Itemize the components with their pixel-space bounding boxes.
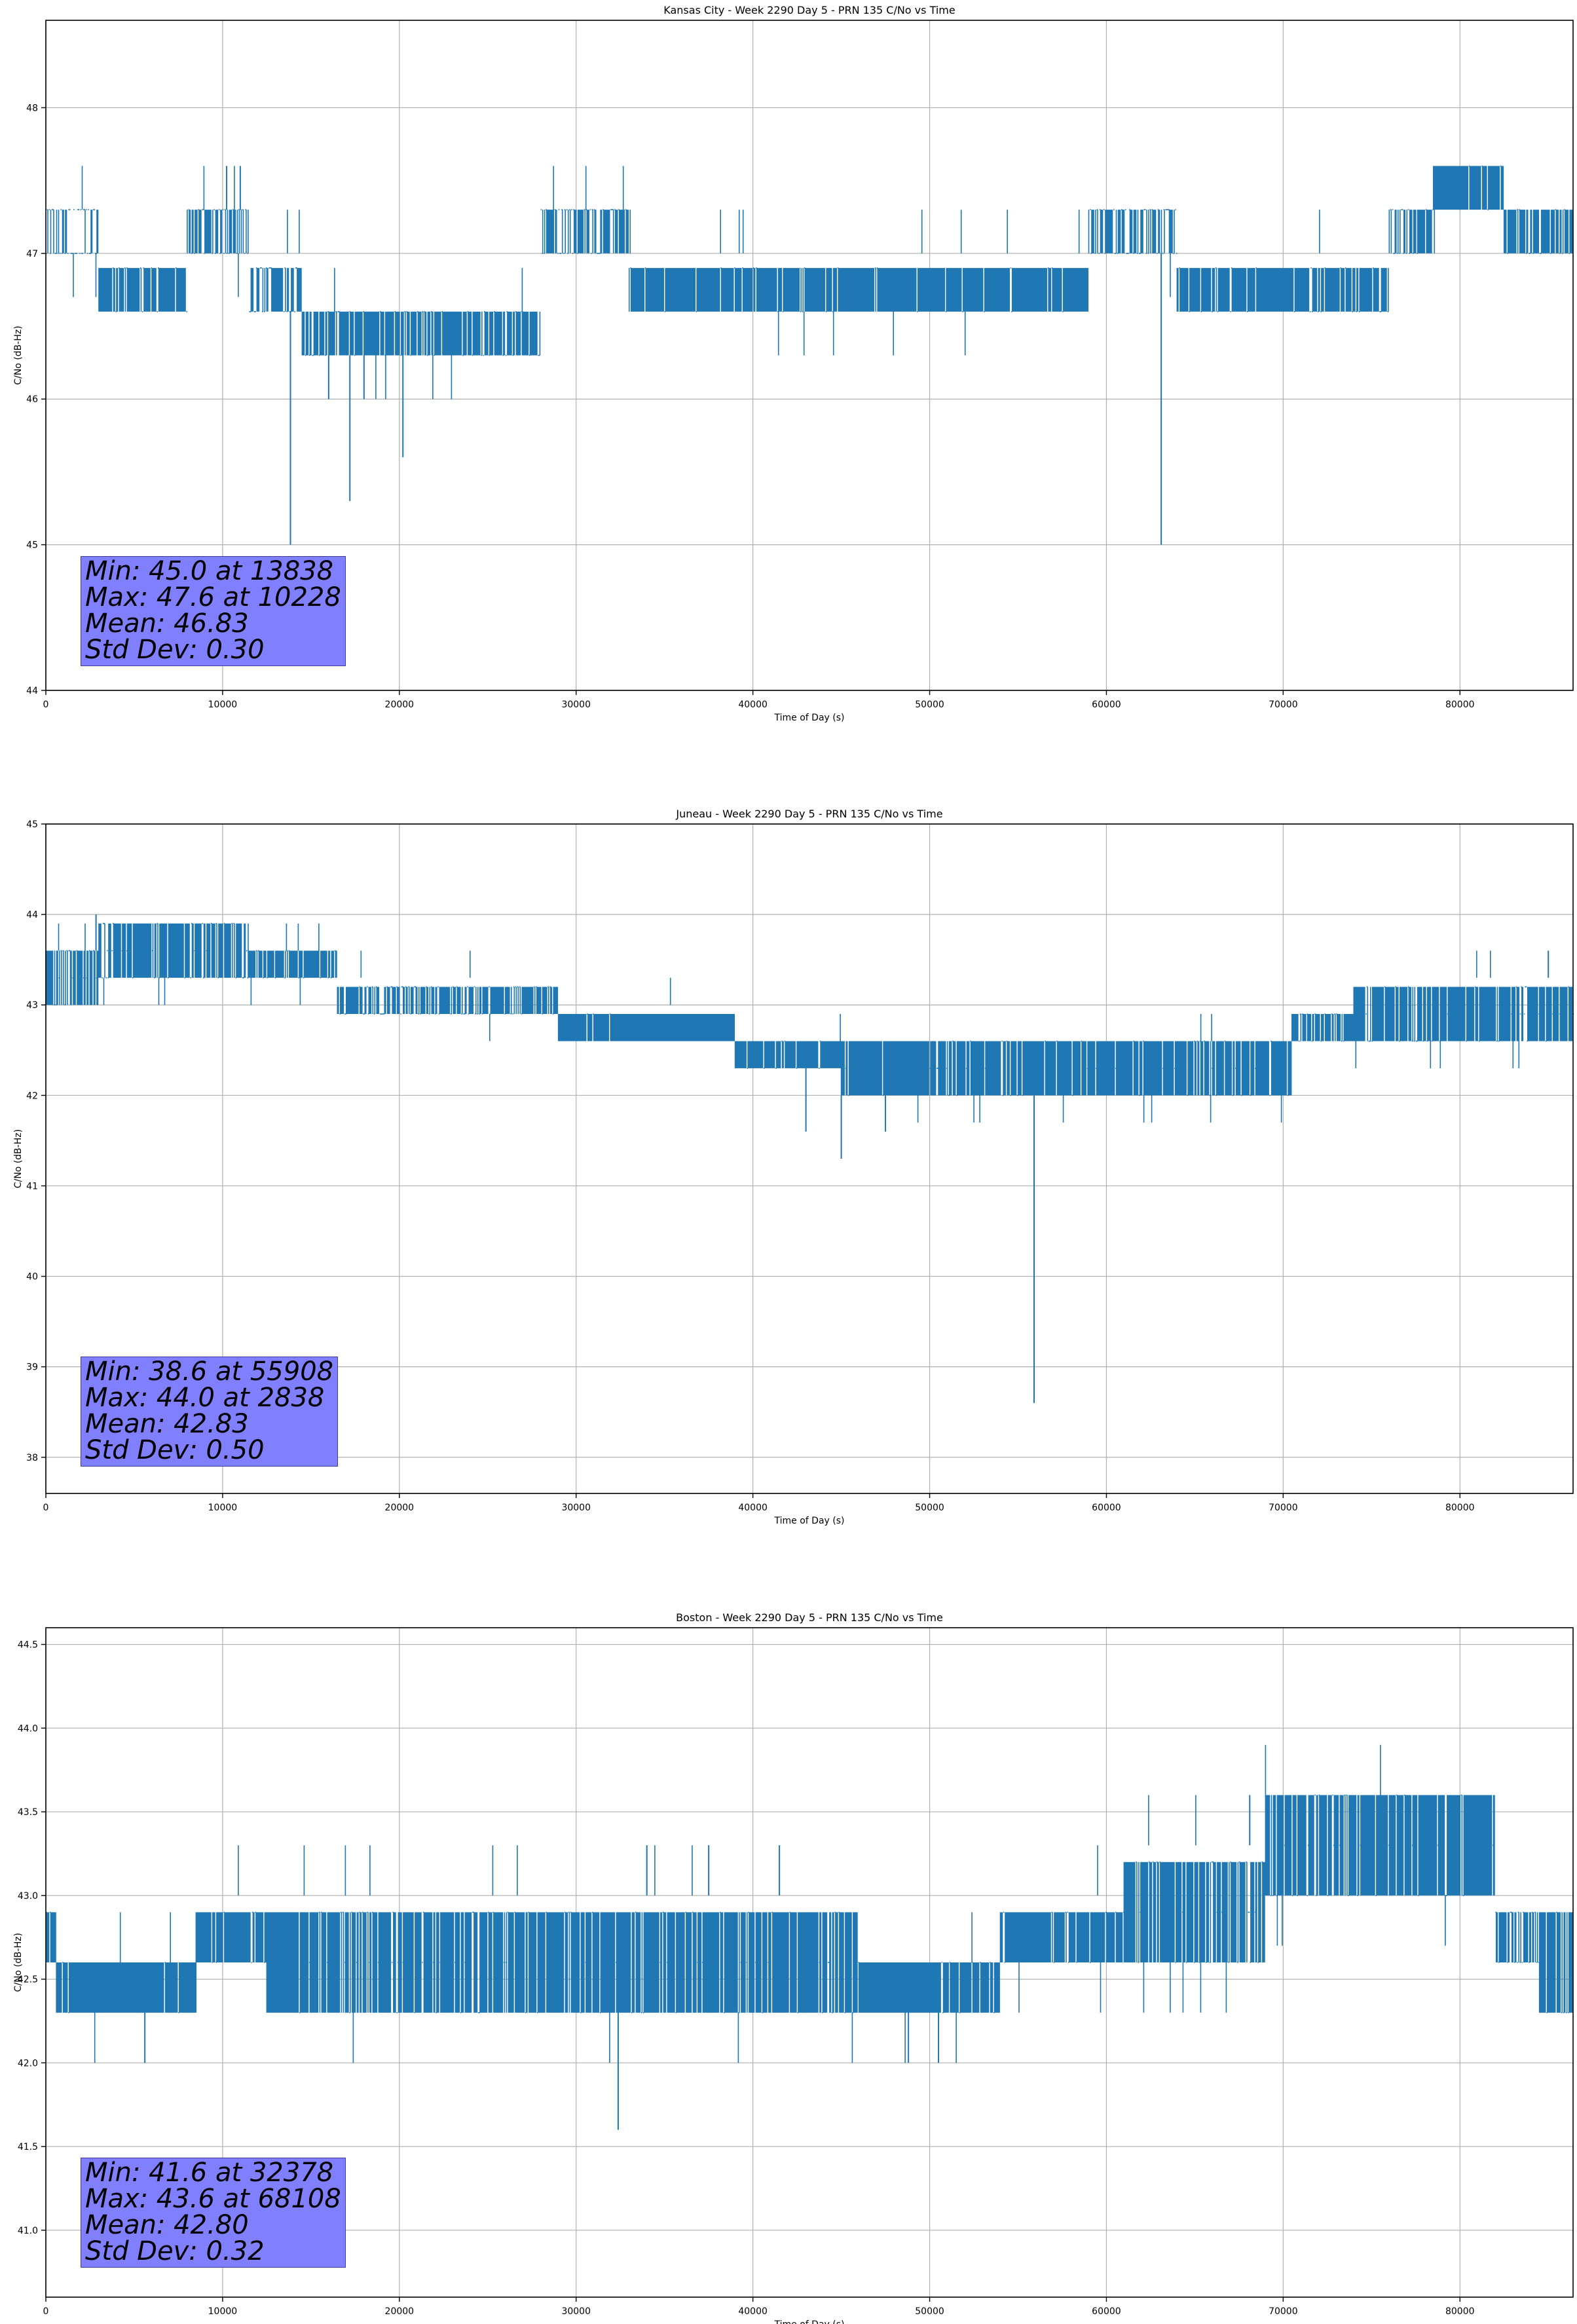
stats-min: Min: 41.6 at 32378 bbox=[85, 2158, 334, 2188]
y-tick-label: 47 bbox=[26, 249, 38, 259]
x-tick-label: 10000 bbox=[208, 1503, 238, 1513]
chart-title: Juneau - Week 2290 Day 5 - PRN 135 C/No … bbox=[675, 808, 942, 820]
x-tick-label: 80000 bbox=[1445, 1503, 1475, 1513]
y-tick-label: 42 bbox=[26, 1091, 38, 1101]
x-axis-label: Time of Day (s) bbox=[774, 713, 845, 723]
x-tick-label: 20000 bbox=[385, 700, 415, 710]
stats-std: Std Dev: 0.30 bbox=[85, 635, 265, 665]
axes-frame bbox=[45, 823, 1574, 1494]
x-tick-label: 20000 bbox=[385, 1503, 415, 1513]
y-tick-label: 39 bbox=[26, 1362, 38, 1373]
axes-frame bbox=[45, 1627, 1574, 2298]
x-tick-label: 10000 bbox=[208, 2306, 238, 2317]
x-tick-label: 0 bbox=[43, 2306, 49, 2317]
y-tick-label: 41 bbox=[26, 1181, 38, 1191]
y-tick-label: 44 bbox=[26, 686, 38, 696]
axes-frame bbox=[45, 20, 1574, 691]
x-tick-label: 60000 bbox=[1092, 2306, 1121, 2317]
x-tick-label: 0 bbox=[43, 700, 49, 710]
x-tick-label: 50000 bbox=[915, 1503, 944, 1513]
x-tick-label: 20000 bbox=[385, 2306, 415, 2317]
y-tick-label: 40 bbox=[26, 1272, 38, 1283]
y-tick-label: 41.5 bbox=[18, 2142, 38, 2152]
series-line bbox=[46, 165, 1574, 400]
y-tick-label: 38 bbox=[26, 1453, 38, 1463]
x-tick-label: 30000 bbox=[561, 700, 591, 710]
x-tick-label: 40000 bbox=[738, 1503, 768, 1513]
y-tick-label: 44.0 bbox=[18, 1723, 38, 1734]
stats-std: Std Dev: 0.50 bbox=[85, 1435, 265, 1465]
y-axis-label: C/No (dB-Hz) bbox=[13, 1129, 24, 1188]
series-line bbox=[46, 1744, 1574, 2063]
stats-min: Min: 45.0 at 13838 bbox=[85, 556, 334, 586]
y-tick-label: 43.5 bbox=[18, 1807, 38, 1818]
x-tick-label: 70000 bbox=[1269, 700, 1298, 710]
x-tick-label: 0 bbox=[43, 1503, 49, 1513]
x-tick-label: 70000 bbox=[1269, 2306, 1298, 2317]
y-tick-label: 42.5 bbox=[18, 1975, 38, 1985]
x-tick-label: 40000 bbox=[738, 700, 768, 710]
stats-max: Max: 43.6 at 68108 bbox=[85, 2184, 341, 2214]
x-tick-label: 80000 bbox=[1445, 2306, 1475, 2317]
x-tick-label: 40000 bbox=[738, 2306, 768, 2317]
chart-juneau: 0 10000 20000 30000 40000 50000 60000 70000 8000… bbox=[13, 808, 1574, 1526]
stats-box-boston: Min: 41.6 at 32378 Max: 43.6 at 68108 Me… bbox=[81, 2158, 346, 2268]
x-tick-label: 50000 bbox=[915, 700, 944, 710]
x-tick-label: 10000 bbox=[208, 700, 238, 710]
y-tick-label: 44 bbox=[26, 910, 38, 920]
y-tick-label: 46 bbox=[26, 394, 38, 405]
x-tick-label: 80000 bbox=[1445, 700, 1475, 710]
y-tick-label: 48 bbox=[26, 103, 38, 113]
y-tick-label: 43.0 bbox=[18, 1891, 38, 1902]
chart-title: Boston - Week 2290 Day 5 - PRN 135 C/No … bbox=[676, 1611, 943, 1624]
chart-title: Kansas City - Week 2290 Day 5 - PRN 135 … bbox=[663, 4, 955, 16]
chart-boston: 0 10000 20000 30000 40000 50000 60000 70000 8000… bbox=[13, 1611, 1574, 2324]
x-tick-label: 60000 bbox=[1092, 700, 1121, 710]
x-tick-label: 60000 bbox=[1092, 1503, 1121, 1513]
stats-mean: Mean: 42.80 bbox=[85, 2210, 249, 2240]
y-tick-label: 41.0 bbox=[18, 2226, 38, 2236]
y-tick-label: 42.0 bbox=[18, 2058, 38, 2069]
stats-max: Max: 44.0 at 2838 bbox=[85, 1383, 325, 1413]
stats-max: Max: 47.6 at 10228 bbox=[85, 582, 341, 612]
x-tick-label: 50000 bbox=[915, 2306, 944, 2317]
chart-kansas-city: 0 10000 20000 30000 40000 50000 60000 70000 8000… bbox=[13, 4, 1574, 723]
stats-mean: Mean: 42.83 bbox=[85, 1409, 249, 1439]
y-tick-label: 45 bbox=[26, 540, 38, 551]
y-axis-label: C/No (dB-Hz) bbox=[13, 326, 24, 384]
stats-box-juneau: Min: 38.6 at 55908 Max: 44.0 at 2838 Mea… bbox=[81, 1357, 339, 1467]
x-axis-label: Time of Day (s) bbox=[774, 2319, 845, 2324]
stats-std: Std Dev: 0.32 bbox=[85, 2236, 265, 2266]
x-tick-label: 30000 bbox=[561, 1503, 591, 1513]
stats-box-kansas-city: Min: 45.0 at 13838 Max: 47.6 at 10228 Me… bbox=[81, 556, 346, 666]
stats-mean: Mean: 46.83 bbox=[85, 609, 249, 639]
y-tick-label: 44.5 bbox=[18, 1640, 38, 1651]
x-tick-label: 70000 bbox=[1269, 1503, 1298, 1513]
series-line bbox=[45, 923, 1574, 1123]
x-tick-label: 30000 bbox=[561, 2306, 591, 2317]
y-tick-label: 43 bbox=[26, 1000, 38, 1011]
stats-min: Min: 38.6 at 55908 bbox=[85, 1357, 334, 1387]
y-tick-label: 45 bbox=[26, 819, 38, 830]
x-axis-label: Time of Day (s) bbox=[774, 1516, 845, 1526]
y-axis-label: C/No (dB-Hz) bbox=[13, 1933, 24, 1992]
